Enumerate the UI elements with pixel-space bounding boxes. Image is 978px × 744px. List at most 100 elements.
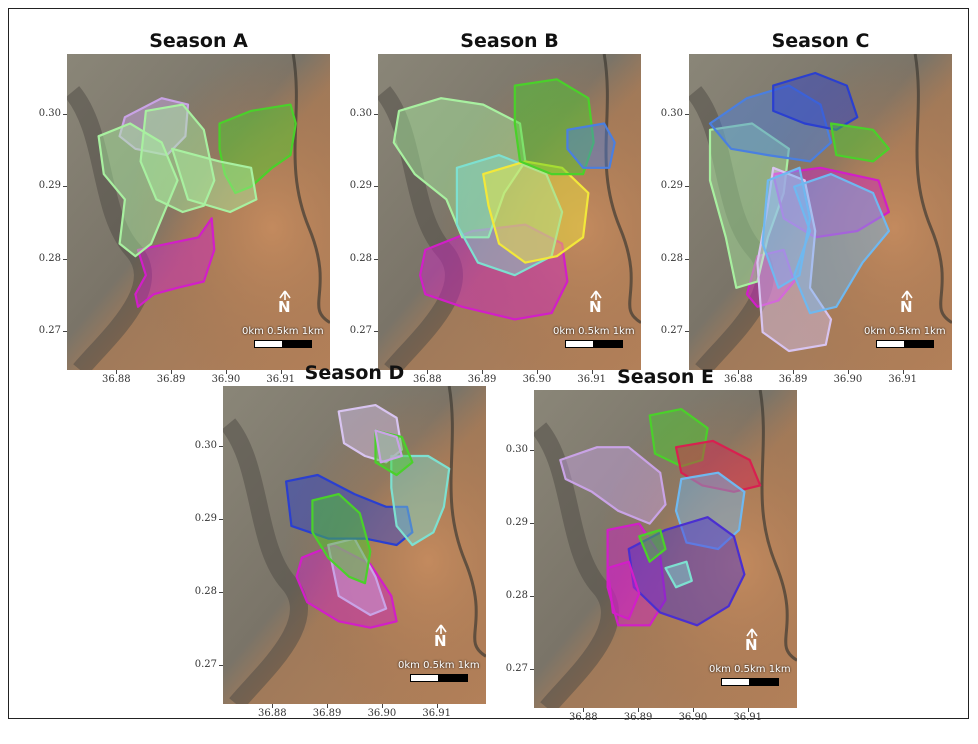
y-tick-label: 0.29	[660, 180, 683, 192]
scale-bar-black	[905, 340, 934, 348]
satellite-map	[534, 390, 797, 708]
home-range-polygon	[374, 429, 403, 464]
home-range-polygon	[627, 516, 746, 627]
y-tick-mark	[63, 186, 67, 188]
scale-bar-black	[594, 340, 623, 348]
scale-bar-label: 0km 0.5km 1km	[864, 326, 946, 337]
home-range-polygon	[674, 439, 762, 493]
y-tick-mark	[219, 665, 223, 667]
home-range-polygon	[761, 166, 812, 289]
x-tick-mark	[591, 370, 593, 374]
home-range-polygon	[606, 560, 641, 621]
x-tick-label: 36.90	[522, 374, 552, 385]
river-channel	[223, 418, 308, 704]
x-tick-label: 36.90	[833, 374, 863, 385]
home-range-polygon	[139, 103, 216, 214]
y-tick-mark	[374, 113, 378, 115]
x-tick-mark	[793, 370, 795, 374]
x-tick-label: 36.91	[422, 708, 451, 719]
y-tick-label: 0.27	[349, 325, 372, 337]
home-range-polygon	[171, 147, 258, 214]
home-range-polygon	[337, 404, 403, 464]
north-arrow-icon: N	[742, 628, 762, 654]
x-tick-mark	[381, 704, 383, 708]
panel-title: Season D	[304, 362, 405, 384]
x-tick-label: 36.91	[266, 374, 295, 385]
home-range-polygon	[513, 78, 595, 176]
y-tick-mark	[219, 592, 223, 594]
north-arrow-icon: N	[431, 624, 451, 650]
y-tick-label: 0.30	[38, 107, 61, 119]
x-tick-label: 36.89	[156, 374, 186, 385]
x-tick-mark	[427, 370, 429, 374]
x-tick-label: 36.88	[723, 374, 753, 385]
scale-bar-white	[254, 340, 283, 348]
north-arrow-label: N	[278, 298, 291, 316]
home-range-polygon	[118, 97, 190, 157]
home-range-polygon	[419, 223, 569, 321]
y-tick-mark	[530, 669, 534, 671]
y-tick-label: 0.28	[38, 252, 61, 264]
x-tick-label: 36.91	[577, 374, 606, 385]
scale-bar-label: 0km 0.5km 1km	[398, 660, 480, 671]
y-tick-label: 0.28	[194, 586, 217, 598]
y-tick-mark	[374, 258, 378, 260]
home-range-polygon	[285, 473, 414, 547]
home-range-polygon	[134, 217, 216, 308]
x-tick-label: 36.89	[467, 374, 497, 385]
home-range-polygon	[829, 122, 890, 163]
x-tick-mark	[171, 370, 173, 374]
y-tick-mark	[530, 596, 534, 598]
north-arrow-label: N	[589, 298, 602, 316]
home-range-polygon	[606, 522, 667, 627]
home-range-polygon	[218, 103, 297, 195]
x-tick-label: 36.88	[412, 374, 442, 385]
river-channel	[67, 86, 152, 370]
y-tick-label: 0.28	[660, 252, 683, 264]
home-range-polygon	[482, 160, 590, 264]
x-tick-mark	[747, 708, 749, 712]
figure-frame	[8, 8, 969, 719]
scale-bar-black	[283, 340, 312, 348]
x-tick-label: 36.89	[623, 712, 653, 723]
scale-bar-label: 0km 0.5km 1km	[242, 326, 324, 337]
x-tick-label: 36.88	[257, 708, 287, 719]
x-tick-mark	[280, 370, 282, 374]
map-panel-a: Season A 0.30 0.29 0.28 0.27 36.88 36.89 36.90…	[39, 30, 330, 406]
satellite-map	[378, 54, 641, 370]
scale-bar-label: 0km 0.5km 1km	[553, 326, 635, 337]
y-tick-label: 0.30	[349, 107, 372, 119]
y-tick-mark	[530, 523, 534, 525]
home-range-polygon	[772, 71, 859, 131]
home-range-polygon	[648, 408, 709, 468]
map-panel-c: Season C 0.30 0.29 0.28 0.27 36.88 36.89 36.90…	[661, 30, 952, 406]
x-tick-mark	[272, 704, 274, 708]
home-range-polygon	[708, 122, 790, 289]
y-tick-mark	[685, 331, 689, 333]
y-tick-mark	[63, 113, 67, 115]
y-tick-mark	[685, 113, 689, 115]
river-channel	[534, 422, 619, 708]
x-tick-mark	[738, 370, 740, 374]
x-tick-label: 36.88	[568, 712, 598, 723]
panel-title: Season C	[771, 30, 870, 52]
x-tick-label: 36.90	[367, 708, 397, 719]
home-range-polygon	[97, 122, 179, 258]
panel-title: Season A	[149, 30, 248, 52]
y-tick-label: 0.28	[505, 590, 528, 602]
home-range-polygon	[664, 560, 693, 589]
x-tick-label: 36.89	[312, 708, 342, 719]
x-tick-mark	[692, 708, 694, 712]
satellite-map	[67, 54, 330, 370]
scale-bar-label: 0km 0.5km 1km	[709, 664, 791, 675]
river-channel	[378, 86, 463, 370]
north-arrow-icon: N	[275, 290, 295, 316]
scale-bar-white	[876, 340, 905, 348]
river-channel	[447, 386, 486, 658]
x-tick-mark	[116, 370, 118, 374]
satellite-map	[689, 54, 952, 370]
home-range-polygon	[793, 173, 890, 315]
home-range-polygon	[756, 166, 833, 353]
panel-title: Season B	[460, 30, 559, 52]
river-channel	[602, 54, 641, 324]
